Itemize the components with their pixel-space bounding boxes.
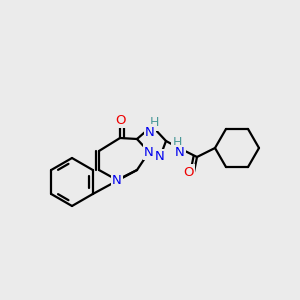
Text: O: O bbox=[115, 113, 125, 127]
Text: N: N bbox=[144, 146, 154, 158]
Text: O: O bbox=[184, 166, 194, 178]
Text: N: N bbox=[112, 173, 122, 187]
Text: H: H bbox=[149, 116, 159, 130]
Text: N: N bbox=[175, 146, 185, 160]
Text: N: N bbox=[145, 125, 155, 139]
Text: H: H bbox=[172, 136, 182, 149]
Text: N: N bbox=[155, 151, 165, 164]
